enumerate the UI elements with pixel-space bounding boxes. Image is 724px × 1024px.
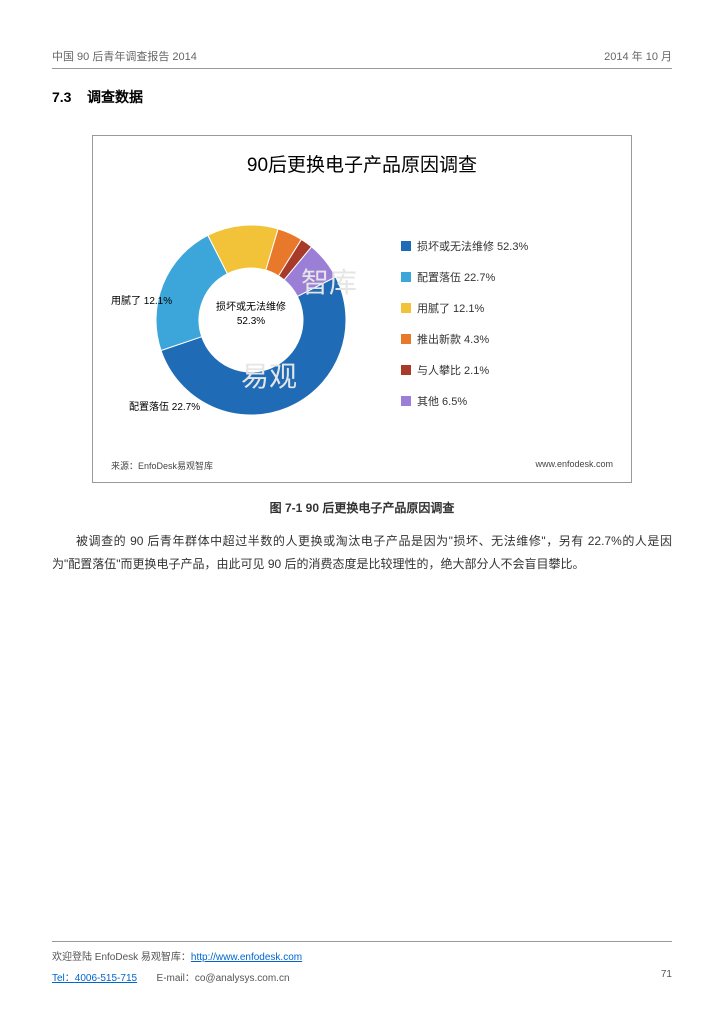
legend-swatch <box>401 365 411 375</box>
section-title-text: 调查数据 <box>87 89 143 105</box>
legend-label: 其他 6.5% <box>417 393 467 409</box>
chart-title: 90后更换电子产品原因调查 <box>111 150 613 177</box>
slice-label-1: 配置落伍 22.7% <box>129 398 200 413</box>
chart-footer: 来源：EnfoDesk易观智库 www.enfodesk.com <box>111 459 613 472</box>
chart-area: 智库 易观 损坏或无法维修 52.3% 配置落伍 22.7% 用腻了 12.1%… <box>111 185 613 445</box>
legend-label: 配置落伍 22.7% <box>417 269 495 285</box>
footer-line-2: Tel：4006-515-715 E-mail：co@analysys.com.… <box>52 969 672 984</box>
footer-line-1: 欢迎登陆 EnfoDesk 易观智库：http://www.enfodesk.c… <box>52 948 672 963</box>
section-number: 7.3 <box>52 89 71 105</box>
page-header: 中国 90 后青年调查报告 2014 2014 年 10 月 <box>52 48 672 69</box>
legend-swatch <box>401 334 411 344</box>
legend-swatch <box>401 303 411 313</box>
legend-item: 其他 6.5% <box>401 393 528 409</box>
legend-label: 损坏或无法维修 52.3% <box>417 238 528 254</box>
footer-url-link[interactable]: http://www.enfodesk.com <box>191 952 302 963</box>
header-right: 2014 年 10 月 <box>604 48 672 64</box>
legend-swatch <box>401 272 411 282</box>
footer-email: E-mail：co@analysys.com.cn <box>157 973 290 984</box>
chart-source: 来源：EnfoDesk易观智库 <box>111 459 213 472</box>
chart-container: 90后更换电子产品原因调查 智库 易观 损坏或无法维修 52.3% 配置落伍 2… <box>92 135 632 483</box>
legend-label: 与人攀比 2.1% <box>417 362 489 378</box>
footer-tel: Tel：4006-515-715 <box>52 973 137 984</box>
legend-label: 推出新款 4.3% <box>417 331 489 347</box>
slice-label-2: 用腻了 12.1% <box>111 292 172 307</box>
legend-item: 损坏或无法维修 52.3% <box>401 238 528 254</box>
legend-swatch <box>401 241 411 251</box>
chart-legend: 损坏或无法维修 52.3% 配置落伍 22.7% 用腻了 12.1% 推出新款 4.3… <box>401 222 528 409</box>
donut-chart: 智库 易观 损坏或无法维修 52.3% 配置落伍 22.7% 用腻了 12.1% <box>111 185 391 445</box>
section-title: 7.3 调查数据 <box>52 87 672 107</box>
legend-item: 配置落伍 22.7% <box>401 269 528 285</box>
header-left: 中国 90 后青年调查报告 2014 <box>52 48 197 64</box>
legend-item: 用腻了 12.1% <box>401 300 528 316</box>
legend-item: 与人攀比 2.1% <box>401 362 528 378</box>
chart-website: www.enfodesk.com <box>535 459 613 472</box>
body-paragraph: 被调查的 90 后青年群体中超过半数的人更换或淘汰电子产品是因为"损坏、无法维修… <box>52 530 672 576</box>
legend-swatch <box>401 396 411 406</box>
donut-center-label: 损坏或无法维修 52.3% <box>216 301 286 329</box>
page-footer: 欢迎登陆 EnfoDesk 易观智库：http://www.enfodesk.c… <box>52 941 672 984</box>
legend-label: 用腻了 12.1% <box>417 300 484 316</box>
page-number: 71 <box>661 969 672 984</box>
legend-item: 推出新款 4.3% <box>401 331 528 347</box>
figure-caption: 图 7-1 90 后更换电子产品原因调查 <box>52 499 672 516</box>
